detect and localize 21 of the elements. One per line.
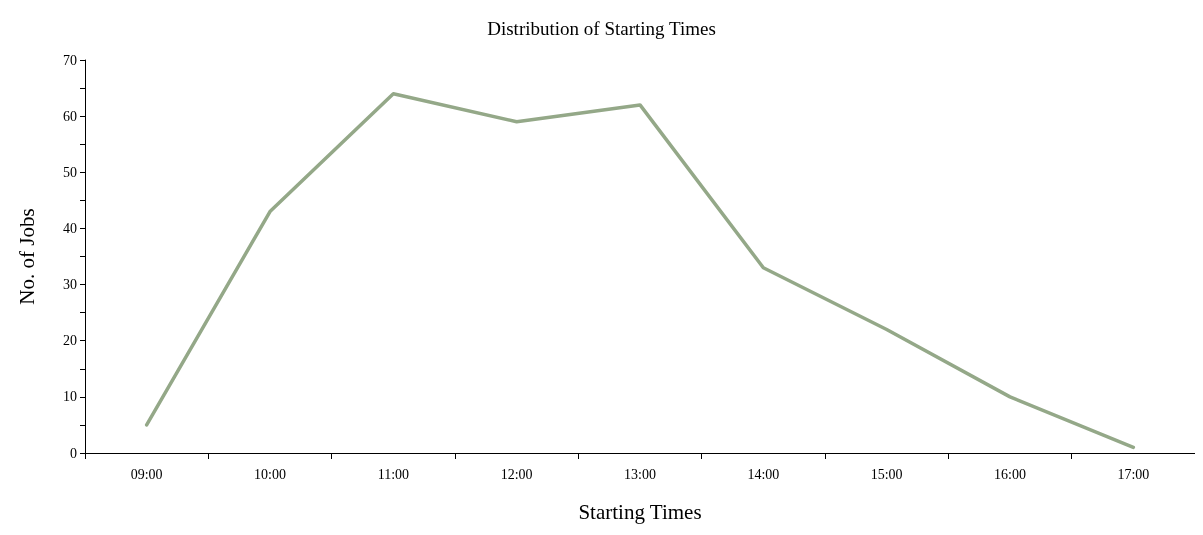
x-tick-label: 13:00	[624, 466, 656, 482]
y-tick-label: 60	[63, 108, 77, 124]
x-tick-label: 15:00	[870, 466, 903, 482]
x-tick-label: 12:00	[500, 466, 533, 482]
y-tick-label: 50	[63, 164, 77, 180]
y-axis-title: No. of Jobs	[14, 208, 39, 305]
chart-title: Distribution of Starting Times	[487, 18, 716, 39]
line-series	[144, 91, 1136, 450]
y-tick-label: 40	[63, 220, 77, 236]
x-tick-label: 16:00	[994, 466, 1026, 482]
y-tick-label: 30	[63, 277, 77, 293]
x-tick-label: 10:00	[254, 466, 286, 482]
x-axis-title: Starting Times	[578, 499, 702, 524]
y-tick-label: 20	[63, 333, 77, 349]
y-tick-label: 0	[70, 445, 77, 461]
x-tick-label: 11:00	[377, 466, 410, 482]
y-tick-label: 70	[63, 52, 77, 68]
x-tick-label: 09:00	[130, 466, 163, 482]
x-tick-label: 14:00	[747, 466, 780, 482]
x-tick-label: 17:00	[1117, 466, 1150, 482]
y-tick-label: 10	[63, 389, 77, 405]
